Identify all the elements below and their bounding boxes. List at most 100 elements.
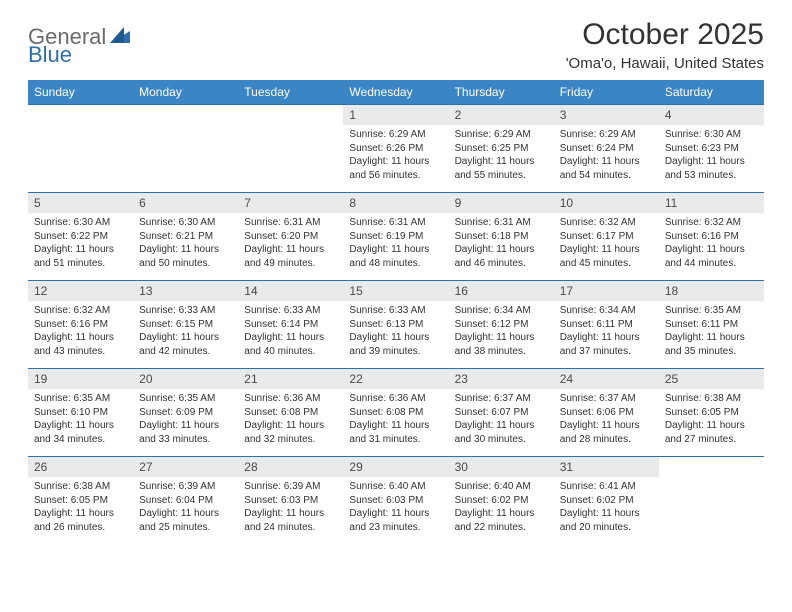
day-detail-line: Daylight: 11 hours and 32 minutes. (244, 419, 337, 446)
day-detail-line: Sunset: 6:04 PM (139, 494, 232, 508)
day-detail-line: Sunrise: 6:41 AM (560, 480, 653, 494)
day-number: 26 (28, 457, 133, 477)
day-detail-line: Sunrise: 6:32 AM (665, 216, 758, 230)
calendar-day-cell (133, 105, 238, 193)
day-detail-line: Sunrise: 6:40 AM (455, 480, 548, 494)
day-number: 2 (449, 105, 554, 125)
day-details: Sunrise: 6:38 AMSunset: 6:05 PMDaylight:… (28, 477, 133, 538)
day-detail-line: Sunrise: 6:35 AM (34, 392, 127, 406)
day-details: Sunrise: 6:33 AMSunset: 6:15 PMDaylight:… (133, 301, 238, 362)
day-detail-line: Daylight: 11 hours and 49 minutes. (244, 243, 337, 270)
calendar-day-cell: 27Sunrise: 6:39 AMSunset: 6:04 PMDayligh… (133, 457, 238, 545)
day-detail-line: Sunset: 6:18 PM (455, 230, 548, 244)
calendar-day-cell: 15Sunrise: 6:33 AMSunset: 6:13 PMDayligh… (343, 281, 448, 369)
day-number: 10 (554, 193, 659, 213)
day-number: 27 (133, 457, 238, 477)
day-details: Sunrise: 6:31 AMSunset: 6:20 PMDaylight:… (238, 213, 343, 274)
day-details (659, 475, 764, 482)
day-detail-line: Daylight: 11 hours and 27 minutes. (665, 419, 758, 446)
day-header: Saturday (659, 80, 764, 105)
calendar-day-cell (238, 105, 343, 193)
day-number: 11 (659, 193, 764, 213)
day-detail-line: Daylight: 11 hours and 55 minutes. (455, 155, 548, 182)
brand-part2-wrap: Blue (28, 42, 72, 68)
day-detail-line: Sunset: 6:03 PM (349, 494, 442, 508)
day-detail-line: Sunrise: 6:30 AM (34, 216, 127, 230)
day-details (238, 123, 343, 130)
day-detail-line: Sunrise: 6:29 AM (455, 128, 548, 142)
day-detail-line: Daylight: 11 hours and 34 minutes. (34, 419, 127, 446)
calendar-day-cell: 7Sunrise: 6:31 AMSunset: 6:20 PMDaylight… (238, 193, 343, 281)
title-block: October 2025 'Oma'o, Hawaii, United Stat… (566, 18, 764, 72)
day-detail-line: Sunrise: 6:33 AM (244, 304, 337, 318)
calendar-day-cell: 21Sunrise: 6:36 AMSunset: 6:08 PMDayligh… (238, 369, 343, 457)
day-detail-line: Sunrise: 6:37 AM (455, 392, 548, 406)
day-header-row: Sunday Monday Tuesday Wednesday Thursday… (28, 80, 764, 105)
day-detail-line: Sunrise: 6:35 AM (139, 392, 232, 406)
day-detail-line: Sunrise: 6:37 AM (560, 392, 653, 406)
day-detail-line: Sunset: 6:07 PM (455, 406, 548, 420)
day-number: 20 (133, 369, 238, 389)
day-detail-line: Sunset: 6:11 PM (560, 318, 653, 332)
day-detail-line: Daylight: 11 hours and 40 minutes. (244, 331, 337, 358)
day-details: Sunrise: 6:30 AMSunset: 6:23 PMDaylight:… (659, 125, 764, 186)
day-number: 17 (554, 281, 659, 301)
day-number: 14 (238, 281, 343, 301)
calendar-week-row: 19Sunrise: 6:35 AMSunset: 6:10 PMDayligh… (28, 369, 764, 457)
calendar-day-cell: 16Sunrise: 6:34 AMSunset: 6:12 PMDayligh… (449, 281, 554, 369)
calendar-day-cell (28, 105, 133, 193)
calendar-day-cell: 1Sunrise: 6:29 AMSunset: 6:26 PMDaylight… (343, 105, 448, 193)
day-detail-line: Sunset: 6:23 PM (665, 142, 758, 156)
day-detail-line: Sunset: 6:10 PM (34, 406, 127, 420)
day-detail-line: Sunrise: 6:33 AM (139, 304, 232, 318)
day-detail-line: Daylight: 11 hours and 54 minutes. (560, 155, 653, 182)
day-detail-line: Sunset: 6:21 PM (139, 230, 232, 244)
day-details: Sunrise: 6:37 AMSunset: 6:06 PMDaylight:… (554, 389, 659, 450)
day-detail-line: Daylight: 11 hours and 46 minutes. (455, 243, 548, 270)
day-detail-line: Sunrise: 6:32 AM (34, 304, 127, 318)
brand-mark-icon (110, 27, 130, 48)
calendar-day-cell: 13Sunrise: 6:33 AMSunset: 6:15 PMDayligh… (133, 281, 238, 369)
day-details: Sunrise: 6:33 AMSunset: 6:13 PMDaylight:… (343, 301, 448, 362)
day-details: Sunrise: 6:32 AMSunset: 6:16 PMDaylight:… (28, 301, 133, 362)
day-detail-line: Sunset: 6:08 PM (349, 406, 442, 420)
day-detail-line: Sunset: 6:24 PM (560, 142, 653, 156)
day-detail-line: Daylight: 11 hours and 28 minutes. (560, 419, 653, 446)
calendar-week-row: 1Sunrise: 6:29 AMSunset: 6:26 PMDaylight… (28, 105, 764, 193)
day-detail-line: Sunset: 6:08 PM (244, 406, 337, 420)
day-number: 24 (554, 369, 659, 389)
day-detail-line: Daylight: 11 hours and 50 minutes. (139, 243, 232, 270)
day-details: Sunrise: 6:30 AMSunset: 6:21 PMDaylight:… (133, 213, 238, 274)
day-detail-line: Daylight: 11 hours and 26 minutes. (34, 507, 127, 534)
day-details: Sunrise: 6:40 AMSunset: 6:02 PMDaylight:… (449, 477, 554, 538)
day-detail-line: Sunset: 6:15 PM (139, 318, 232, 332)
day-details: Sunrise: 6:31 AMSunset: 6:18 PMDaylight:… (449, 213, 554, 274)
page-header: General October 2025 'Oma'o, Hawaii, Uni… (28, 18, 764, 72)
day-number: 8 (343, 193, 448, 213)
calendar-day-cell: 22Sunrise: 6:36 AMSunset: 6:08 PMDayligh… (343, 369, 448, 457)
day-details: Sunrise: 6:40 AMSunset: 6:03 PMDaylight:… (343, 477, 448, 538)
day-detail-line: Daylight: 11 hours and 42 minutes. (139, 331, 232, 358)
day-detail-line: Sunset: 6:16 PM (34, 318, 127, 332)
day-detail-line: Sunset: 6:16 PM (665, 230, 758, 244)
day-number: 7 (238, 193, 343, 213)
day-detail-line: Daylight: 11 hours and 23 minutes. (349, 507, 442, 534)
day-detail-line: Sunset: 6:14 PM (244, 318, 337, 332)
day-detail-line: Sunset: 6:22 PM (34, 230, 127, 244)
day-number (238, 105, 343, 123)
day-detail-line: Sunrise: 6:29 AM (349, 128, 442, 142)
day-detail-line: Daylight: 11 hours and 35 minutes. (665, 331, 758, 358)
day-detail-line: Sunrise: 6:30 AM (139, 216, 232, 230)
calendar-day-cell: 8Sunrise: 6:31 AMSunset: 6:19 PMDaylight… (343, 193, 448, 281)
day-detail-line: Sunset: 6:13 PM (349, 318, 442, 332)
day-detail-line: Sunset: 6:02 PM (455, 494, 548, 508)
day-details: Sunrise: 6:30 AMSunset: 6:22 PMDaylight:… (28, 213, 133, 274)
day-number: 18 (659, 281, 764, 301)
calendar-day-cell: 26Sunrise: 6:38 AMSunset: 6:05 PMDayligh… (28, 457, 133, 545)
calendar-day-cell: 4Sunrise: 6:30 AMSunset: 6:23 PMDaylight… (659, 105, 764, 193)
day-details: Sunrise: 6:35 AMSunset: 6:10 PMDaylight:… (28, 389, 133, 450)
calendar-day-cell: 18Sunrise: 6:35 AMSunset: 6:11 PMDayligh… (659, 281, 764, 369)
day-number: 19 (28, 369, 133, 389)
day-detail-line: Daylight: 11 hours and 48 minutes. (349, 243, 442, 270)
day-number: 23 (449, 369, 554, 389)
